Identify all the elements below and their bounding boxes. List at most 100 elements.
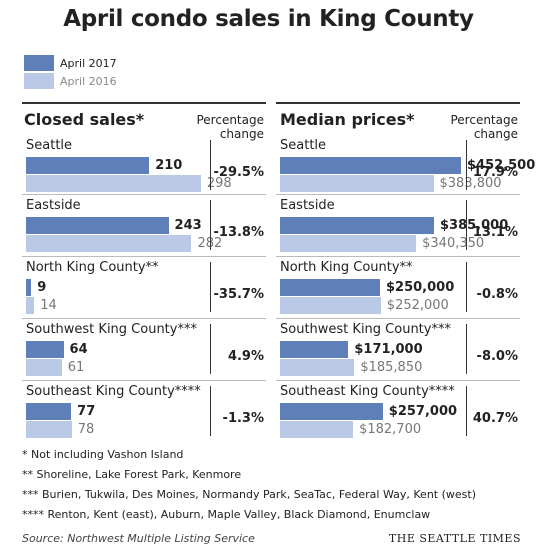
median-prices-row-separator [276,318,520,319]
pct-header-line2: change [219,127,264,141]
median-prices-top-rule [276,102,520,104]
median-prices-value-2016: $383,800 [439,176,502,191]
median-prices-region-name: North King County** [280,260,413,275]
median-prices-pct-divider [466,262,467,312]
median-prices-bar-2017 [280,217,434,234]
median-prices-region-name: Eastside [280,198,335,213]
closed-sales-pct-divider [210,140,211,190]
closed-sales-pct-divider [210,262,211,312]
closed-sales-pct-header: Percentage change [188,113,264,141]
closed-sales-bar-2016 [26,297,35,314]
brand-logo: THE SEATTLE TIMES [388,532,521,545]
median-prices-value-2017: $452,500 [467,158,536,173]
median-prices-row-separator [276,256,520,257]
closed-sales-value-2017: 77 [77,404,96,419]
median-prices-pct-divider [466,324,467,374]
closed-sales-pct-change: -29.5% [213,165,265,180]
median-prices-pct-change: 40.7% [472,411,518,426]
median-prices-value-2016: $252,000 [386,298,449,313]
closed-sales-bar-2017 [26,341,64,358]
footnote-2: ** Shoreline, Lake Forest Park, Kenmore [22,468,242,481]
closed-sales-pct-change: 4.9% [227,349,264,364]
closed-sales-row-separator [22,380,266,381]
median-prices-pct-header: Percentage change [442,113,518,141]
median-prices-bar-2017 [280,157,461,174]
legend-label-2017: April 2017 [60,56,117,70]
median-prices-pct-change: -0.8% [476,287,518,302]
median-prices-pct-change: -8.0% [476,349,518,364]
closed-sales-value-2017: 210 [155,158,183,173]
median-prices-pct-change: 17.9% [472,165,518,180]
legend: April 2017 April 2016 [24,54,117,90]
closed-sales-header: Closed sales* [24,110,145,129]
footnote-4: **** Renton, Kent (east), Auburn, Maple … [22,508,431,521]
closed-sales-bar-2016 [26,421,72,438]
legend-swatch-2016 [24,73,54,89]
median-prices-value-2016: $182,700 [359,422,422,437]
closed-sales-region-name: Seattle [26,138,73,153]
median-prices-bar-2016 [280,421,354,438]
closed-sales-bar-2017 [26,279,32,296]
closed-sales-bar-2017 [26,217,169,234]
closed-sales-row-separator [22,194,266,195]
pct-header-line1: Percentage [450,113,518,127]
closed-sales-value-2017: 9 [37,280,47,295]
median-prices-pct-divider [466,140,467,190]
median-prices-bar-2017 [280,403,383,420]
chart-title: April condo sales in King County [63,6,474,32]
closed-sales-row-separator [22,256,266,257]
closed-sales-pct-change: -35.7% [213,287,265,302]
median-prices-bar-2016 [280,235,417,252]
median-prices-region-name: Southeast King County**** [280,384,455,399]
median-prices-region-name: Seattle [280,138,327,153]
median-prices-bar-2016 [280,175,434,192]
median-prices-pct-divider [466,386,467,436]
median-prices-header: Median prices* [280,110,415,129]
median-prices-value-2017: $250,000 [386,280,455,295]
median-prices-region-name: Southwest King County*** [280,322,451,337]
closed-sales-pct-change: -1.3% [222,411,264,426]
closed-sales-region-name: North King County** [26,260,159,275]
closed-sales-value-2016: 61 [67,360,85,375]
median-prices-value-2017: $171,000 [354,342,423,357]
footnote-1: * Not including Vashon Island [22,448,184,461]
median-prices-row-separator [276,380,520,381]
closed-sales-bar-2016 [26,235,192,252]
closed-sales-value-2016: 78 [77,422,95,437]
closed-sales-pct-divider [210,324,211,374]
median-prices-value-2016: $185,850 [360,360,423,375]
median-prices-value-2017: $257,000 [388,404,458,419]
median-prices-bar-2016 [280,297,381,314]
closed-sales-pct-divider [210,200,211,250]
closed-sales-region-name: Eastside [26,198,81,213]
closed-sales-bar-2017 [26,157,150,174]
median-prices-bar-2017 [280,341,349,358]
median-prices-row-separator [276,194,520,195]
closed-sales-pct-divider [210,386,211,436]
median-prices-pct-change: 13.1% [472,225,518,240]
closed-sales-value-2017: 243 [174,218,202,233]
legend-item-2016: April 2016 [24,72,117,90]
median-prices-bar-2017 [280,279,380,296]
closed-sales-value-2016: 14 [40,298,57,313]
closed-sales-bar-2016 [26,175,201,192]
closed-sales-value-2016: 282 [197,235,222,252]
closed-sales-bar-2016 [26,359,62,376]
pct-header-line1: Percentage [196,113,264,127]
source-note: Source: Northwest Multiple Listing Servi… [22,532,255,545]
closed-sales-value-2016: 298 [206,176,232,191]
closed-sales-top-rule [22,102,266,104]
median-prices-pct-divider [466,200,467,250]
legend-swatch-2017 [24,55,54,71]
closed-sales-bar-2017 [26,403,72,420]
median-prices-value-2016: $340,350 [422,236,485,251]
legend-label-2016: April 2016 [60,74,117,88]
closed-sales-region-name: Southwest King County*** [26,322,197,337]
footnote-3: *** Burien, Tukwila, Des Moines, Normand… [22,488,476,501]
legend-item-2017: April 2017 [24,54,117,72]
median-prices-bar-2016 [280,359,355,376]
closed-sales-pct-change: -13.8% [213,225,265,240]
closed-sales-row-separator [22,318,266,319]
median-prices-value-2017: $385,000 [440,218,509,233]
closed-sales-value-2017: 64 [69,342,88,357]
